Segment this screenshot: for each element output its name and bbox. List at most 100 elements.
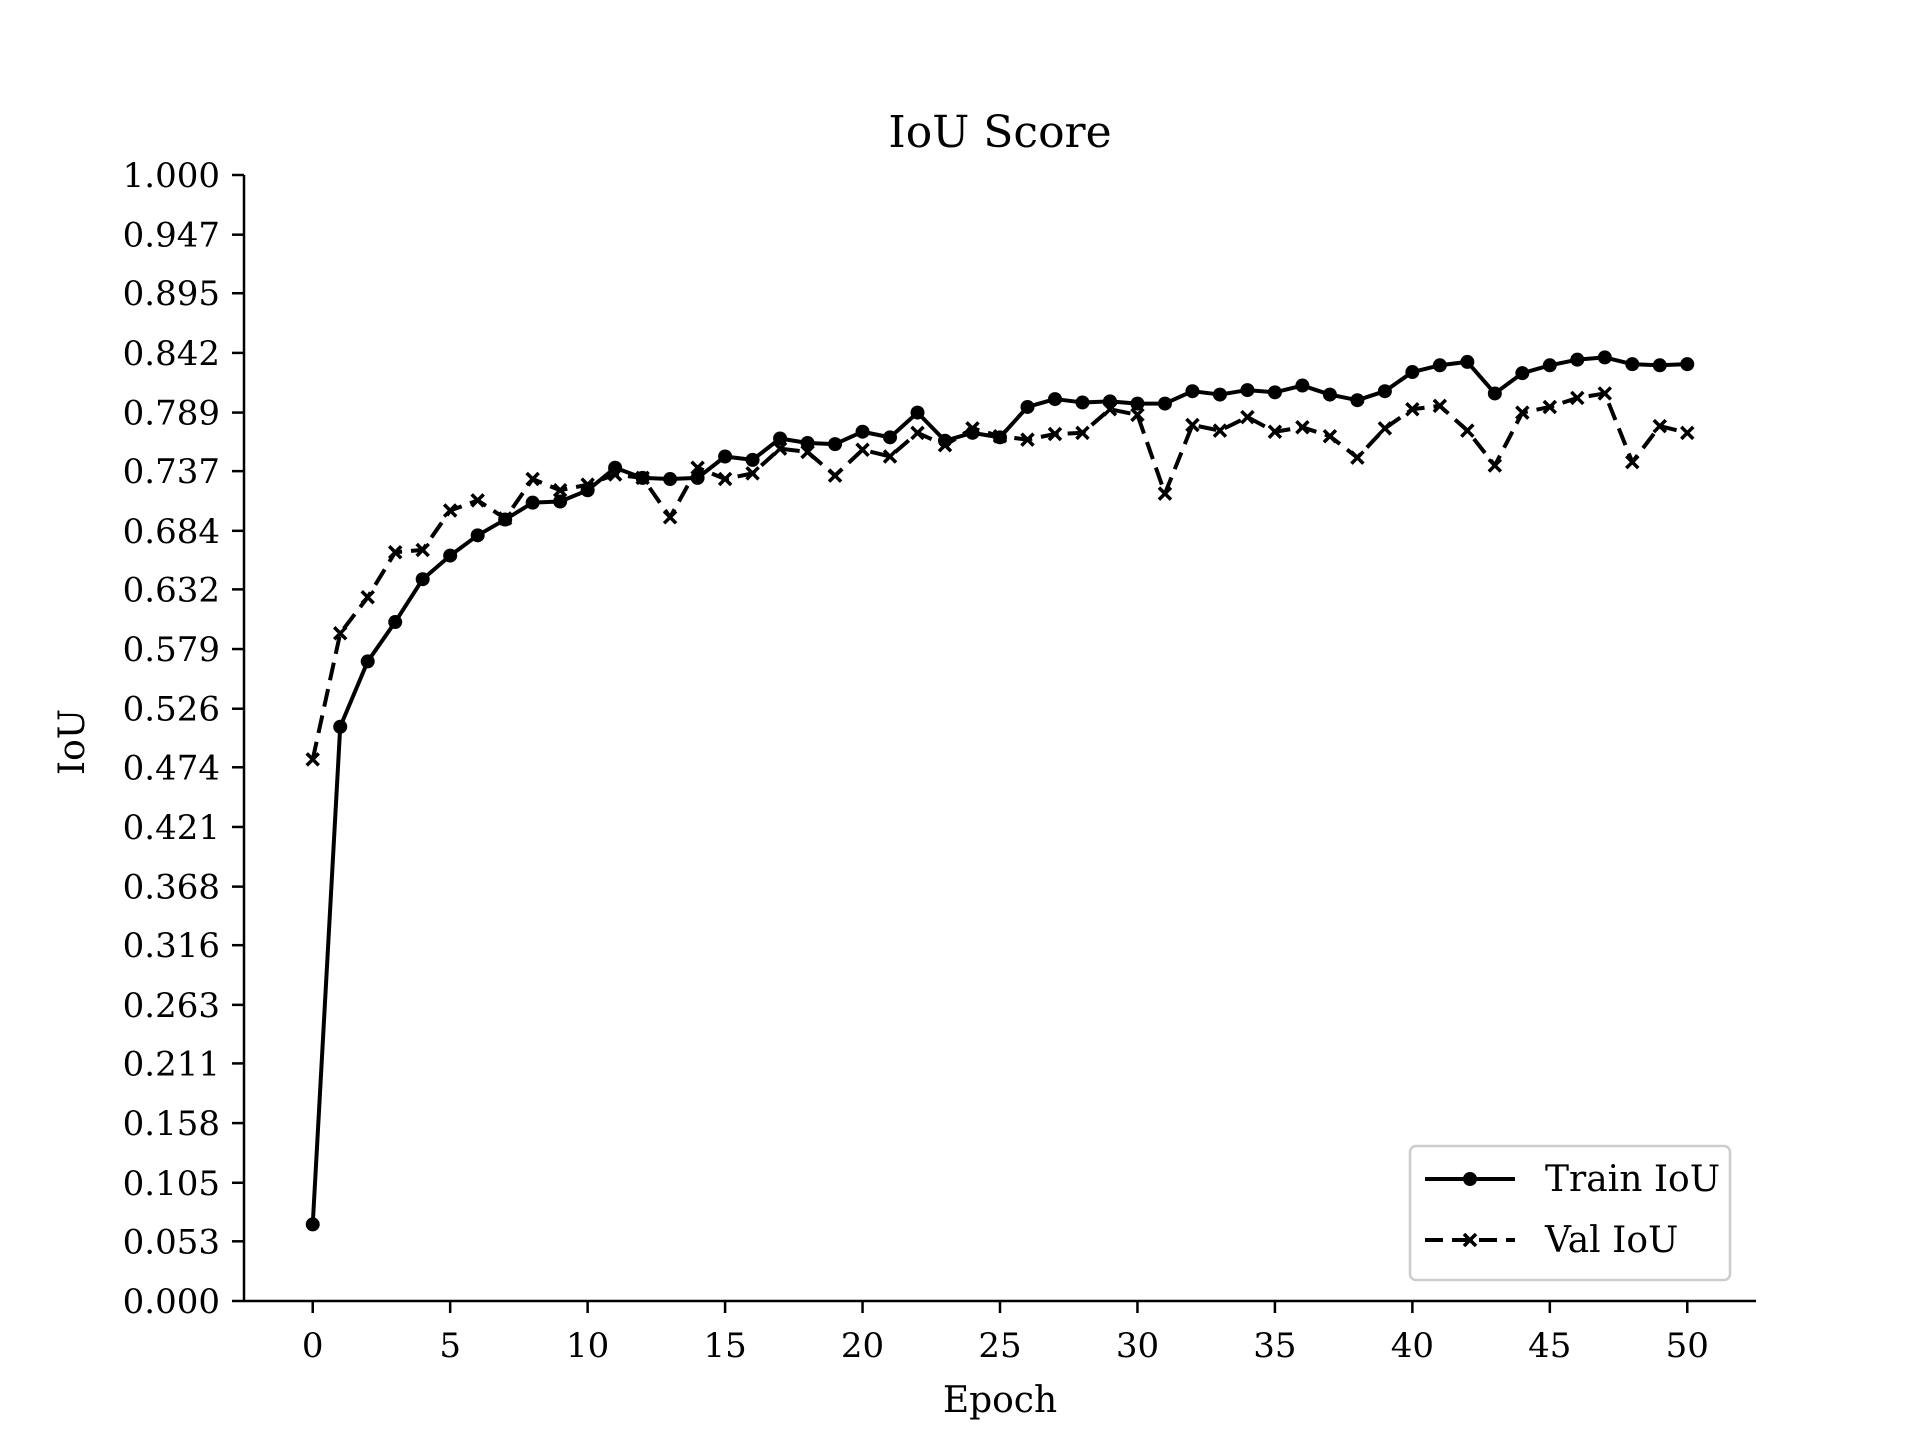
- data-point-train-iou: [1460, 354, 1475, 369]
- y-tick-label: 0.895: [123, 274, 220, 314]
- x-tick-label: 35: [1253, 1326, 1296, 1366]
- data-point-val-iou: [800, 444, 815, 460]
- data-point-train-iou: [1432, 358, 1447, 373]
- y-tick-label: 0.684: [123, 512, 220, 552]
- data-point-val-iou: [1075, 425, 1090, 441]
- data-point-val-iou: [607, 467, 623, 482]
- y-tick-label: 0.421: [123, 808, 220, 848]
- data-point-train-iou: [1487, 386, 1502, 401]
- data-point-val-iou: [415, 542, 430, 558]
- data-point-val-iou: [1130, 407, 1145, 423]
- data-point-train-iou: [1020, 399, 1035, 414]
- chart-title: IoU Score: [888, 107, 1111, 158]
- data-point-val-iou: [1212, 423, 1228, 438]
- y-tick-label: 0.474: [123, 748, 220, 788]
- data-point-train-iou: [1405, 365, 1420, 380]
- data-point-val-iou: [662, 510, 678, 525]
- data-point-val-iou: [305, 752, 320, 767]
- data-point-val-iou: [1020, 432, 1035, 447]
- data-point-val-iou: [690, 460, 705, 475]
- data-point-train-iou: [1212, 387, 1227, 402]
- data-point-train-iou: [663, 472, 678, 487]
- data-point-val-iou: [387, 544, 403, 560]
- y-tick-label: 0.158: [123, 1104, 220, 1144]
- data-point-val-iou: [1460, 423, 1475, 438]
- y-tick-label: 0.789: [123, 394, 220, 434]
- y-tick-label: 0.947: [123, 216, 220, 256]
- y-tick-label: 0.316: [123, 926, 220, 966]
- y-tick-label: 0.368: [123, 868, 220, 908]
- y-tick-label: 0.053: [123, 1222, 220, 1262]
- data-point-val-iou: [1240, 409, 1255, 425]
- data-point-train-iou: [855, 424, 870, 439]
- data-point-val-iou: [525, 471, 540, 487]
- data-point-val-iou: [1322, 428, 1338, 444]
- data-point-train-iou: [1680, 357, 1695, 372]
- data-point-train-iou: [883, 430, 898, 445]
- data-point-train-iou: [910, 405, 925, 420]
- data-point-val-iou: [1267, 424, 1283, 439]
- x-tick-label: 45: [1528, 1326, 1571, 1366]
- data-point-val-iou: [1047, 426, 1063, 442]
- data-point-train-iou: [1377, 384, 1392, 399]
- y-tick-label: 0.737: [123, 452, 220, 492]
- data-point-train-iou: [1570, 352, 1585, 367]
- x-tick-label: 50: [1666, 1326, 1709, 1366]
- legend-marker-val: [1462, 1232, 1478, 1248]
- legend-label-train: Train IoU: [1545, 1159, 1720, 1200]
- legend-label-val: Val IoU: [1544, 1220, 1678, 1261]
- data-point-val-iou: [882, 449, 898, 464]
- data-point-val-iou: [1652, 418, 1668, 434]
- data-point-train-iou: [305, 1217, 320, 1232]
- data-point-train-iou: [1047, 392, 1062, 407]
- data-point-val-iou: [1487, 458, 1503, 473]
- x-tick-label: 25: [978, 1326, 1021, 1366]
- data-point-val-iou: [635, 470, 650, 486]
- x-tick-label: 30: [1116, 1326, 1159, 1366]
- data-point-val-iou: [855, 442, 870, 457]
- data-point-val-iou: [717, 471, 733, 487]
- series-line-val-iou: [310, 391, 1688, 760]
- data-point-val-iou: [580, 477, 595, 492]
- data-point-train-iou: [1515, 366, 1530, 381]
- data-point-val-iou: [1432, 398, 1448, 414]
- data-point-train-iou: [388, 615, 403, 630]
- data-point-val-iou: [772, 441, 788, 456]
- y-tick-label: 0.105: [123, 1164, 220, 1204]
- data-point-val-iou: [1405, 401, 1420, 417]
- data-point-val-iou: [827, 468, 843, 483]
- data-point-val-iou: [497, 511, 513, 526]
- data-point-val-iou: [1515, 405, 1530, 420]
- data-point-train-iou: [470, 528, 485, 543]
- data-point-val-iou: [552, 483, 568, 498]
- legend-marker-train: [1463, 1172, 1477, 1186]
- data-point-val-iou: [360, 590, 375, 605]
- data-point-train-iou: [1625, 357, 1640, 372]
- data-point-train-iou: [553, 494, 568, 509]
- y-axis-ticks: 0.000 0.053 0.105 0.158 0.211 0.263 0.316 0.368…: [123, 156, 244, 1322]
- series-layer: [305, 350, 1695, 1232]
- data-point-val-iou: [992, 428, 1008, 444]
- data-point-val-iou: [1350, 450, 1365, 465]
- data-point-train-iou: [773, 431, 788, 446]
- data-point-train-iou: [1240, 383, 1255, 398]
- data-point-val-iou: [1295, 419, 1310, 435]
- y-tick-label: 0.263: [123, 986, 220, 1026]
- x-axis-ticks: 0 5 10 15 20 25 30 35 40 45 50: [302, 1301, 1709, 1366]
- y-tick-label: 0.000: [123, 1282, 220, 1322]
- data-point-val-iou: [1680, 425, 1695, 441]
- x-tick-label: 5: [439, 1326, 461, 1366]
- data-point-val-iou: [937, 438, 953, 453]
- data-point-train-iou: [718, 449, 733, 464]
- data-point-train-iou: [745, 452, 760, 467]
- data-point-train-iou: [1267, 385, 1282, 400]
- y-tick-label: 0.842: [123, 334, 220, 374]
- x-tick-label: 20: [841, 1326, 884, 1366]
- data-point-val-iou: [470, 493, 485, 508]
- data-point-val-iou: [1570, 390, 1585, 406]
- data-point-train-iou: [1185, 384, 1200, 399]
- data-point-val-iou: [1625, 454, 1640, 470]
- y-tick-label: 0.526: [123, 690, 220, 730]
- data-point-train-iou: [415, 572, 430, 587]
- data-point-train-iou: [360, 654, 375, 669]
